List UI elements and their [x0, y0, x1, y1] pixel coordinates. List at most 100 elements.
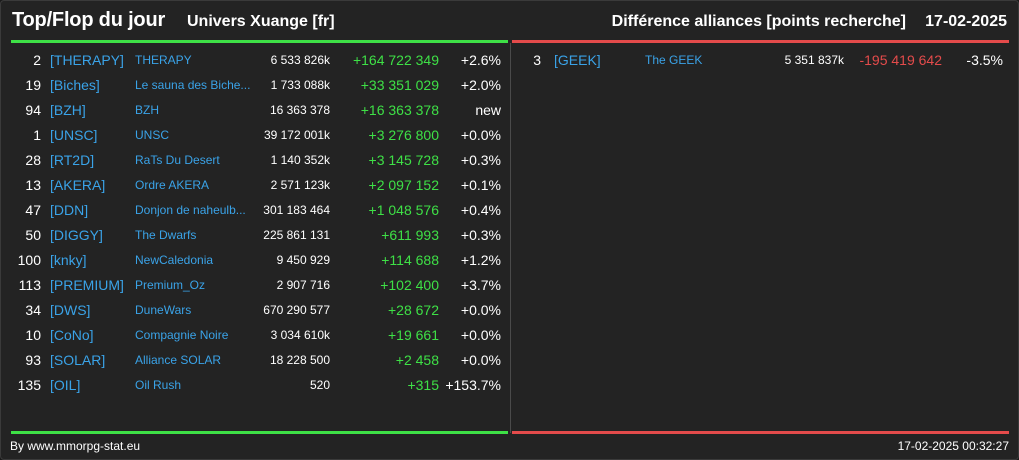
alliance-name-link[interactable]: Ordre AKERA: [135, 178, 210, 192]
points-delta: +28 672: [388, 302, 439, 318]
percent-change: +0.4%: [460, 202, 501, 218]
alliance-tag-link[interactable]: [AKERA]: [50, 177, 106, 193]
percent-change: -3.5%: [966, 52, 1003, 68]
alliance-tag-link[interactable]: [RT2D]: [50, 152, 95, 168]
alliance-rank: 47: [25, 202, 41, 218]
alliance-rank: 10: [25, 327, 41, 343]
alliance-row: 113 [PREMIUM] Premium_Oz 2 907 716 +102 400 +…: [13, 273, 503, 298]
alliance-points: 670 290 577: [263, 303, 330, 317]
points-delta: +611 993: [381, 227, 439, 243]
header: Top/Flop du jour Univers Xuange [fr] Dif…: [1, 1, 1018, 41]
percent-change: new: [475, 102, 501, 118]
points-delta: +2 097 152: [368, 177, 439, 193]
alliance-tag-link[interactable]: [GEEK]: [554, 52, 601, 68]
alliance-name-link[interactable]: Alliance SOLAR: [135, 353, 222, 367]
alliance-rank: 2: [33, 52, 41, 68]
alliance-points: 1 733 088k: [270, 78, 330, 92]
alliance-points: 18 228 500: [269, 353, 330, 367]
alliance-points: 1 140 352k: [270, 153, 330, 167]
alliance-tag-link[interactable]: [DIGGY]: [50, 227, 103, 243]
alliance-row: 1 [UNSC] UNSC 39 172 001k +3 276 800 +0.0%: [13, 123, 503, 148]
alliance-rank: 19: [25, 77, 41, 93]
alliance-points: 2 571 123k: [270, 178, 330, 192]
top-losers-panel: 3 [GEEK] The GEEK 5 351 837k -195 419 642 -3.…: [526, 48, 1008, 73]
points-delta: +164 722 349: [352, 52, 439, 68]
alliance-name-link[interactable]: Oil Rush: [135, 378, 182, 392]
ranking-type-label: Différence alliances [points recherche]: [611, 13, 906, 30]
alliance-points: 6 533 826k: [270, 53, 330, 67]
alliance-row: 13 [AKERA] Ordre AKERA 2 571 123k +2 097 152…: [13, 173, 503, 198]
points-delta: +315: [407, 377, 439, 393]
percent-change: +2.0%: [460, 77, 501, 93]
flop-footer-bar: [512, 431, 1009, 434]
alliance-tag-link[interactable]: [DWS]: [50, 302, 91, 318]
alliance-row: 19 [Biches] Le sauna des Biche... 1 733 088…: [13, 73, 503, 98]
alliance-rank: 1: [33, 127, 41, 143]
points-delta: +3 145 728: [368, 152, 439, 168]
alliance-tag-link[interactable]: [UNSC]: [50, 127, 98, 143]
flop-header-bar: [512, 40, 1009, 43]
alliance-row: 93 [SOLAR] Alliance SOLAR 18 228 500 +2 458 +…: [13, 348, 503, 373]
alliance-row: 28 [RT2D] RaTs Du Desert 1 140 352k +3 145 7…: [13, 148, 503, 173]
alliance-tag-link[interactable]: [CoNo]: [50, 327, 94, 343]
alliance-name-link[interactable]: Le sauna des Biche...: [135, 78, 251, 92]
site-credit-link[interactable]: By www.mmorpg-stat.eu: [10, 439, 141, 453]
points-delta: +3 276 800: [368, 127, 439, 143]
alliance-name-link[interactable]: The Dwarfs: [135, 228, 197, 242]
alliance-tag-link[interactable]: [OIL]: [50, 377, 81, 393]
alliance-points: 16 363 378: [269, 103, 330, 117]
alliance-row: 100 [knky] NewCaledonia 9 450 929 +114 688 +1…: [13, 248, 503, 273]
alliance-rank: 28: [25, 152, 41, 168]
alliance-tag-link[interactable]: [BZH]: [50, 102, 86, 118]
top-footer-bar: [11, 431, 508, 434]
percent-change: +0.0%: [460, 352, 501, 368]
header-date: 17-02-2025: [925, 13, 1007, 30]
top-gainers-panel: 2 [THERAPY] THERAPY 6 533 826k +164 722 349 +…: [13, 48, 503, 398]
panel-divider: [510, 43, 511, 433]
alliance-name-link[interactable]: THERAPY: [135, 53, 192, 67]
alliance-name-link[interactable]: BZH: [135, 103, 159, 117]
alliance-rank: 93: [25, 352, 41, 368]
points-delta: +114 688: [381, 252, 439, 268]
alliance-row: 2 [THERAPY] THERAPY 6 533 826k +164 722 349 +…: [13, 48, 503, 73]
alliance-name-link[interactable]: Compagnie Noire: [135, 328, 229, 342]
alliance-points: 3 034 610k: [270, 328, 330, 342]
percent-change: +3.7%: [460, 277, 501, 293]
alliance-name-link[interactable]: Premium_Oz: [135, 278, 206, 292]
alliance-row: 50 [DIGGY] The Dwarfs 225 861 131 +611 993 +0…: [13, 223, 503, 248]
alliance-tag-link[interactable]: [Biches]: [50, 77, 100, 93]
points-delta: +1 048 576: [368, 202, 439, 218]
alliance-points: 301 183 464: [263, 203, 330, 217]
alliance-row: 10 [CoNo] Compagnie Noire 3 034 610k +19 661…: [13, 323, 503, 348]
alliance-tag-link[interactable]: [knky]: [50, 252, 87, 268]
alliance-row: 94 [BZH] BZH 16 363 378 +16 363 378 new: [13, 98, 503, 123]
alliance-rank: 13: [25, 177, 41, 193]
percent-change: +0.3%: [460, 227, 501, 243]
alliance-rank: 94: [25, 102, 41, 118]
percent-change: +0.0%: [460, 327, 501, 343]
alliance-name-link[interactable]: The GEEK: [645, 53, 703, 67]
alliance-tag-link[interactable]: [SOLAR]: [50, 352, 106, 368]
points-delta: -195 419 642: [859, 52, 942, 68]
alliance-name-link[interactable]: RaTs Du Desert: [135, 153, 220, 167]
percent-change: +0.0%: [460, 127, 501, 143]
alliance-tag-link[interactable]: [DDN]: [50, 202, 89, 218]
percent-change: +2.6%: [460, 52, 501, 68]
alliance-tag-link[interactable]: [THERAPY]: [50, 52, 124, 68]
points-delta: +19 661: [388, 327, 439, 343]
points-delta: +2 458: [395, 352, 439, 368]
percent-change: +1.2%: [460, 252, 501, 268]
alliance-points: 2 907 716: [276, 278, 330, 292]
alliance-rank: 100: [17, 252, 41, 268]
alliance-name-link[interactable]: Donjon de naheulb...: [135, 203, 246, 217]
alliance-rank: 113: [18, 277, 41, 293]
alliance-name-link[interactable]: DuneWars: [135, 303, 192, 317]
top-header-bar: [11, 40, 508, 43]
alliance-name-link[interactable]: NewCaledonia: [135, 253, 214, 267]
alliance-points: 520: [309, 378, 330, 392]
alliance-name-link[interactable]: UNSC: [135, 128, 170, 142]
percent-change: +0.3%: [460, 152, 501, 168]
percent-change: +0.0%: [460, 302, 501, 318]
alliance-tag-link[interactable]: [PREMIUM]: [50, 277, 124, 293]
